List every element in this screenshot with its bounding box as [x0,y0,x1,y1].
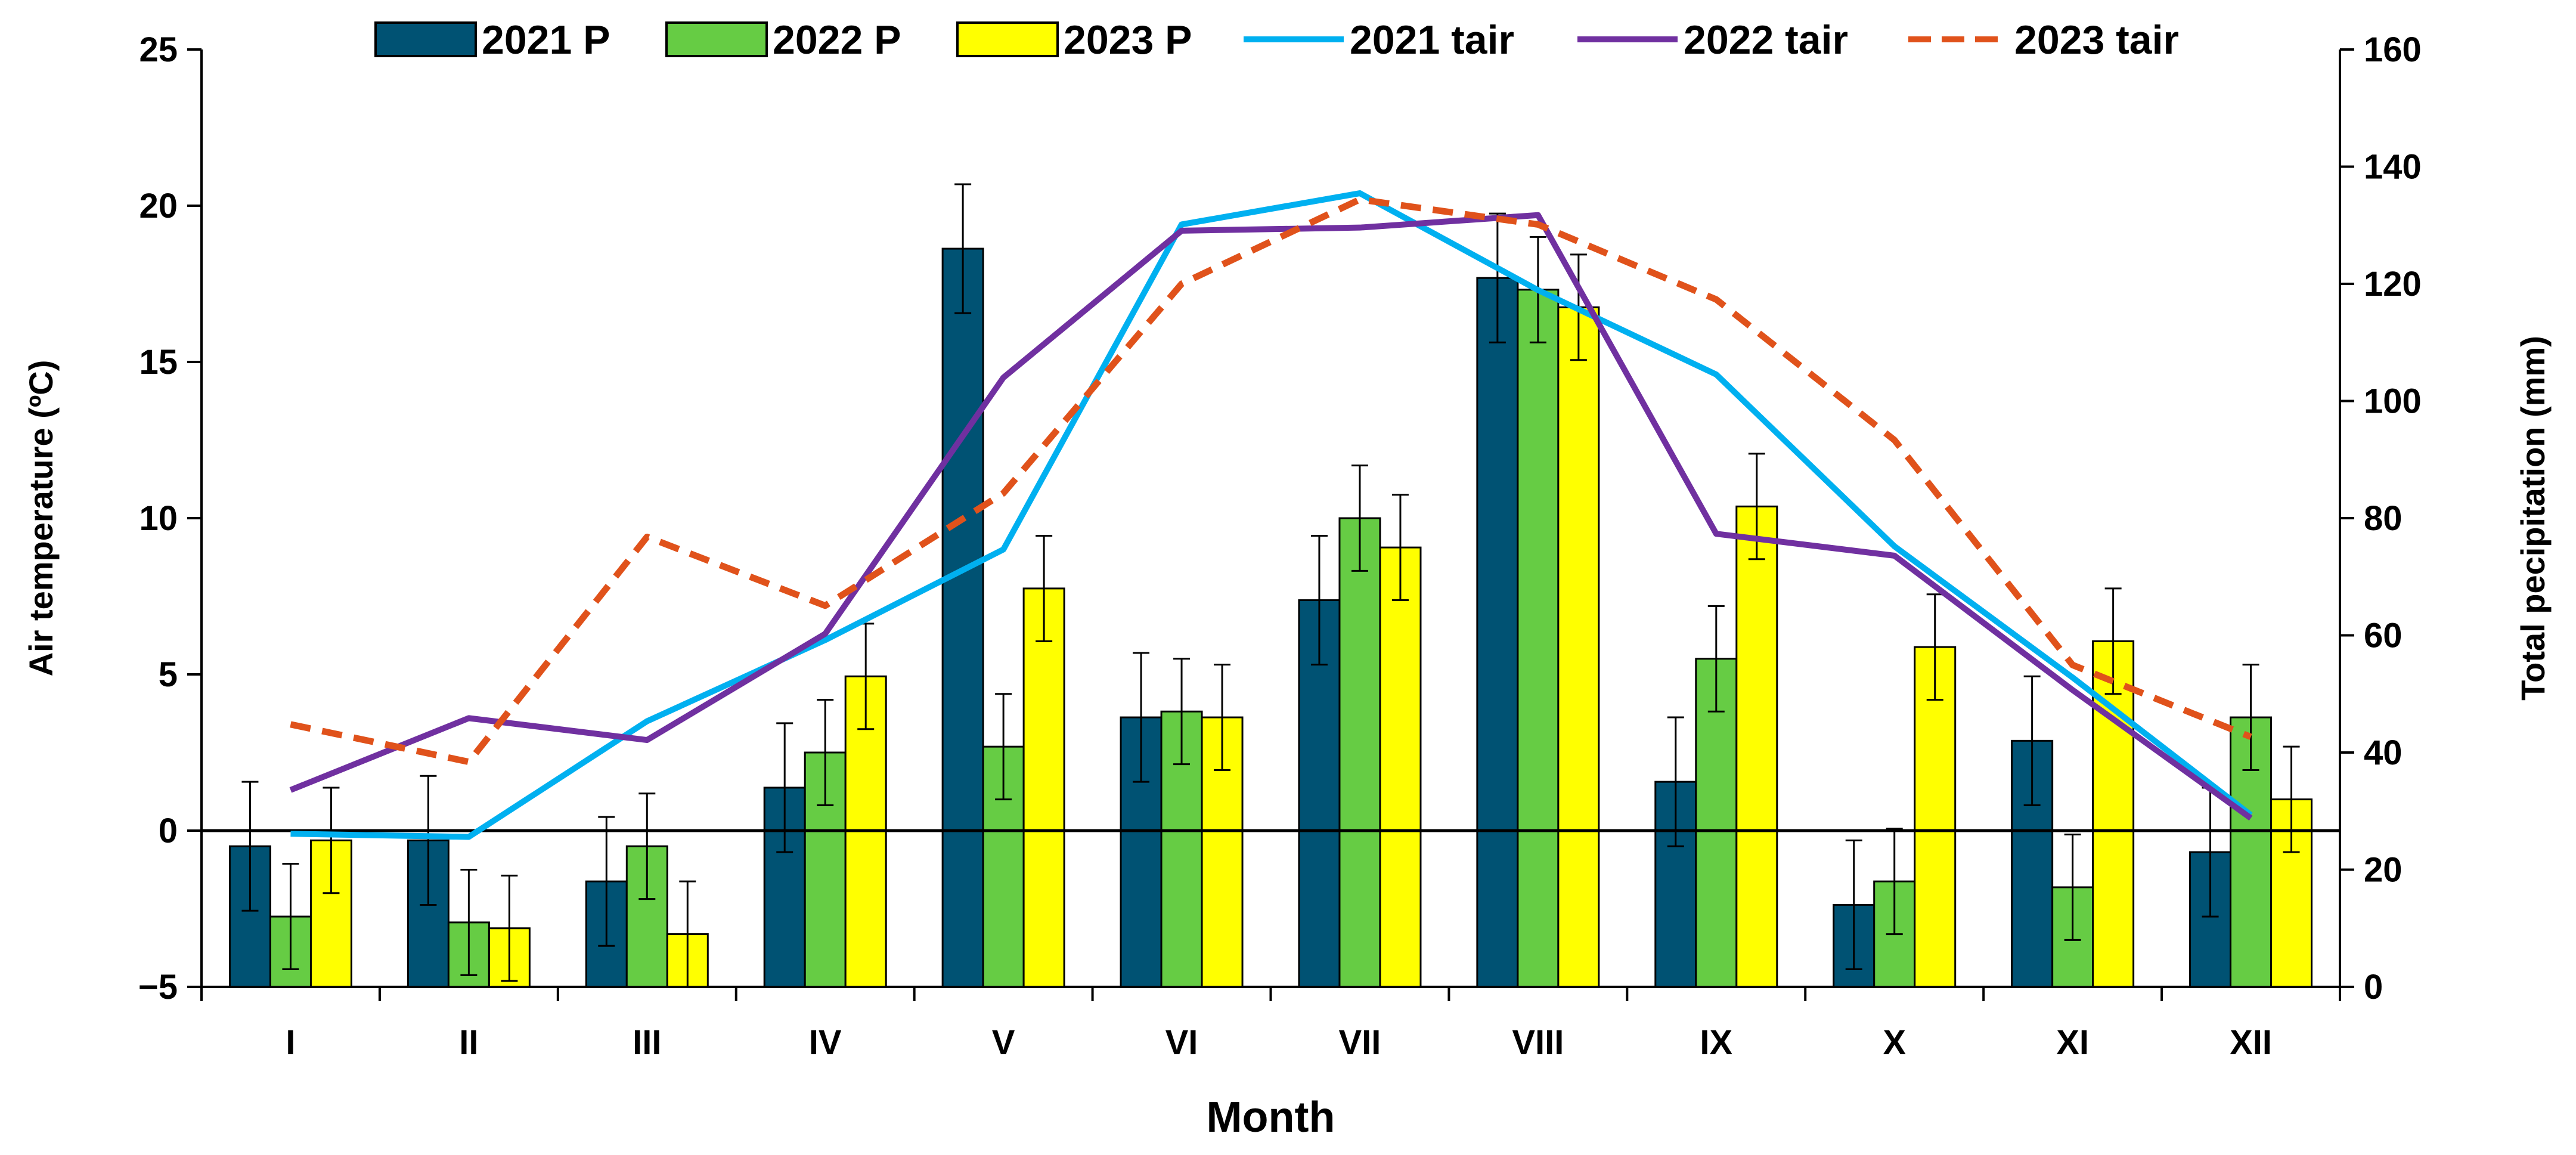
x-tick-label: III [633,1023,661,1062]
precip-bar [1914,646,1957,988]
y-right-tick-label: 140 [2364,148,2422,187]
legend-label: 2021 tair [1350,17,1514,63]
y-axis-left-title: Air temperature (ºC) [22,360,60,677]
x-tick-label: XII [2230,1023,2272,1062]
y-left-tick-label: 20 [139,187,178,225]
y-left-tick-label: −5 [138,968,178,1007]
x-tick-label: V [992,1023,1015,1062]
legend: 2021 P 2022 P 2023 P 2021 tair 2022 tair 2023… [374,17,2179,63]
precip-bar [1695,658,1738,988]
error-bars [241,183,2300,988]
precip-bar [1557,306,1600,988]
legend-swatch-bar [665,21,768,57]
legend-swatch-bar [956,21,1059,57]
precip-bar [1735,505,1778,988]
y-left-tick-label: 10 [139,499,178,538]
y-left-tick-label: 15 [139,343,178,382]
y-right-tick-label: 20 [2364,851,2403,890]
legend-label: 2023 tair [2014,17,2179,63]
precip-bar [941,247,984,988]
y-right-tick-label: 0 [2364,968,2383,1007]
temperature-lines [289,190,2253,840]
x-tick-label: VII [1338,1023,1381,1062]
precip-bar [1022,587,1065,988]
legend-label: 2023 P [1064,17,1192,63]
y-right-tick-label: 120 [2364,265,2422,304]
temperature-series-line [290,190,2253,840]
x-tick-label: IX [1700,1023,1732,1062]
legend-label: 2021 P [482,17,610,63]
precip-bar [1338,517,1381,988]
x-tick-label: II [459,1023,478,1062]
x-tick-label: I [286,1023,295,1062]
y-right-tick-label: 160 [2364,30,2422,69]
y-left-tick-label: 25 [139,30,178,69]
y-axis-right-title: Total pecipitation (mm) [2514,336,2552,701]
precipitation-bars [228,247,2313,988]
legend-label: 2022 P [773,17,901,63]
y-right-tick-label: 60 [2364,617,2403,655]
precip-bar [1379,546,1422,988]
x-tick-label: XI [2056,1023,2089,1062]
y-left-tick-label: 0 [159,812,178,850]
temperature-series-line [290,196,2252,766]
x-tick-label: VI [1165,1023,1198,1062]
precip-bar [1476,277,1519,988]
precip-bar [1517,289,1560,988]
x-tick-label: X [1883,1023,1906,1062]
y-left-tick-label: 5 [159,655,178,694]
x-axis-title: Month [1207,1094,1335,1141]
x-tick-label: IV [809,1023,842,1062]
legend-swatch-bar [374,21,477,57]
legend-label: 2022 tair [1684,17,1848,63]
y-right-tick-label: 100 [2364,382,2422,421]
x-tick-label: VIII [1512,1023,1564,1062]
y-right-tick-label: 80 [2364,499,2403,538]
temperature-series-line [289,212,2253,821]
y-right-tick-label: 40 [2364,733,2403,772]
